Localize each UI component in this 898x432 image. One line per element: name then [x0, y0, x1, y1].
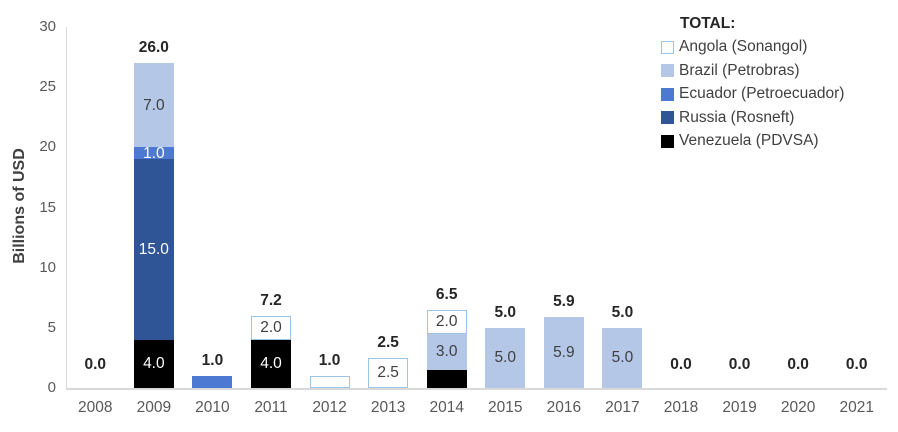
bar-segment: 3.0: [426, 333, 467, 370]
legend-item-label: Venezuela (PDVSA): [679, 132, 819, 150]
legend-swatch: [661, 111, 674, 125]
bar-segment: 2.0: [251, 315, 291, 340]
bar-segment: 4.0: [251, 339, 291, 388]
total-label: 6.5: [435, 285, 458, 303]
legend: TOTAL: Angola (Sonangol) Brazil (Petrobra…: [661, 12, 844, 153]
segment-label: 5.0: [494, 349, 517, 367]
legend-item: Ecuador (Petroecuador): [661, 83, 844, 107]
total-label: 26.0: [138, 39, 169, 57]
total-label: 0.0: [845, 356, 868, 373]
total-label: 5.9: [553, 293, 575, 310]
y-tick-label: 20: [39, 138, 56, 156]
segment-label: 7.0: [143, 96, 165, 114]
bar-segment: 5.0: [485, 327, 526, 388]
x-tick-label: 2017: [605, 399, 640, 416]
bar-segment: [309, 375, 350, 388]
x-tick-label: 2016: [546, 399, 582, 416]
total-label: 0.0: [670, 356, 692, 373]
legend-items: Angola (Sonangol) Brazil (Petrobras) Ecuad…: [661, 36, 844, 154]
legend-swatch: [661, 40, 674, 54]
segment-label: 15.0: [138, 241, 169, 259]
x-tick-label: 2020: [780, 399, 816, 416]
segment-label: 3.0: [435, 343, 458, 361]
total-label: 0.0: [84, 356, 107, 373]
legend-item-label: Ecuador (Petroecuador): [679, 85, 845, 103]
legend-item: Angola (Sonangol): [661, 36, 844, 60]
total-label: 0.0: [787, 356, 809, 373]
x-tick-label: 2010: [195, 399, 230, 416]
total-label: 7.2: [260, 291, 282, 309]
x-tick-label: 2018: [663, 399, 699, 416]
y-tick-label: 5: [47, 318, 56, 336]
x-tick-label: 2013: [370, 399, 406, 416]
segment-label: 1.0: [143, 144, 165, 162]
y-tick-label: 25: [39, 78, 56, 96]
total-label: 5.0: [494, 303, 517, 321]
legend-swatch: [661, 134, 674, 148]
y-tick-label: 30: [39, 18, 56, 35]
legend-swatch: [661, 87, 674, 101]
x-tick-label: 2008: [78, 399, 113, 416]
bar-segment: 7.0: [133, 63, 174, 148]
legend-item-label: Russia (Rosneft): [679, 108, 795, 126]
x-tick-label: 2012: [312, 399, 347, 416]
x-tick-label: 2011: [254, 399, 288, 416]
legend-item: Russia (Rosneft): [661, 106, 844, 130]
bar-segment: [426, 369, 467, 388]
total-label: 2.5: [377, 333, 399, 351]
bar-segment: 1.0: [133, 144, 174, 162]
x-tick-label: 2009: [136, 399, 172, 416]
plot-area: [66, 27, 887, 390]
segment-label: 5.0: [611, 349, 634, 367]
segment-label: 2.0: [435, 313, 458, 331]
bar-segment: 15.0: [133, 159, 174, 340]
x-tick-label: 2015: [488, 399, 523, 416]
legend-item-label: Angola (Sonangol): [679, 38, 808, 56]
x-tick-label: 2019: [722, 399, 757, 416]
legend-item: Venezuela (PDVSA): [661, 130, 844, 154]
bar-segment: 4.0: [133, 339, 174, 388]
segment-label: 5.9: [553, 343, 575, 361]
y-tick-label: 10: [39, 258, 56, 276]
bar-segment: 5.9: [543, 317, 584, 388]
bar-segment: 2.0: [426, 309, 467, 334]
legend-item-label: Brazil (Petrobras): [679, 61, 800, 79]
x-tick-label: 2014: [429, 399, 464, 416]
bar-segment: [192, 375, 233, 388]
y-tick-label: 15: [39, 198, 56, 216]
x-tick-label: 2021: [839, 399, 874, 416]
segment-label: 2.5: [377, 364, 399, 382]
legend-swatch: [661, 64, 674, 78]
total-label: 5.0: [611, 303, 634, 321]
legend-heading: TOTAL:: [680, 14, 736, 32]
total-label: 0.0: [728, 356, 751, 373]
segment-label: 4.0: [143, 355, 165, 373]
bar-segment: 2.5: [368, 357, 409, 388]
segment-label: 2.0: [260, 319, 282, 337]
total-label: 1.0: [201, 351, 224, 369]
segment-label: 4.0: [260, 355, 282, 373]
y-tick-label: 0: [47, 379, 56, 396]
total-label: 1.0: [318, 351, 341, 369]
bar-segment: 5.0: [602, 327, 643, 388]
legend-item: Brazil (Petrobras): [661, 59, 844, 83]
